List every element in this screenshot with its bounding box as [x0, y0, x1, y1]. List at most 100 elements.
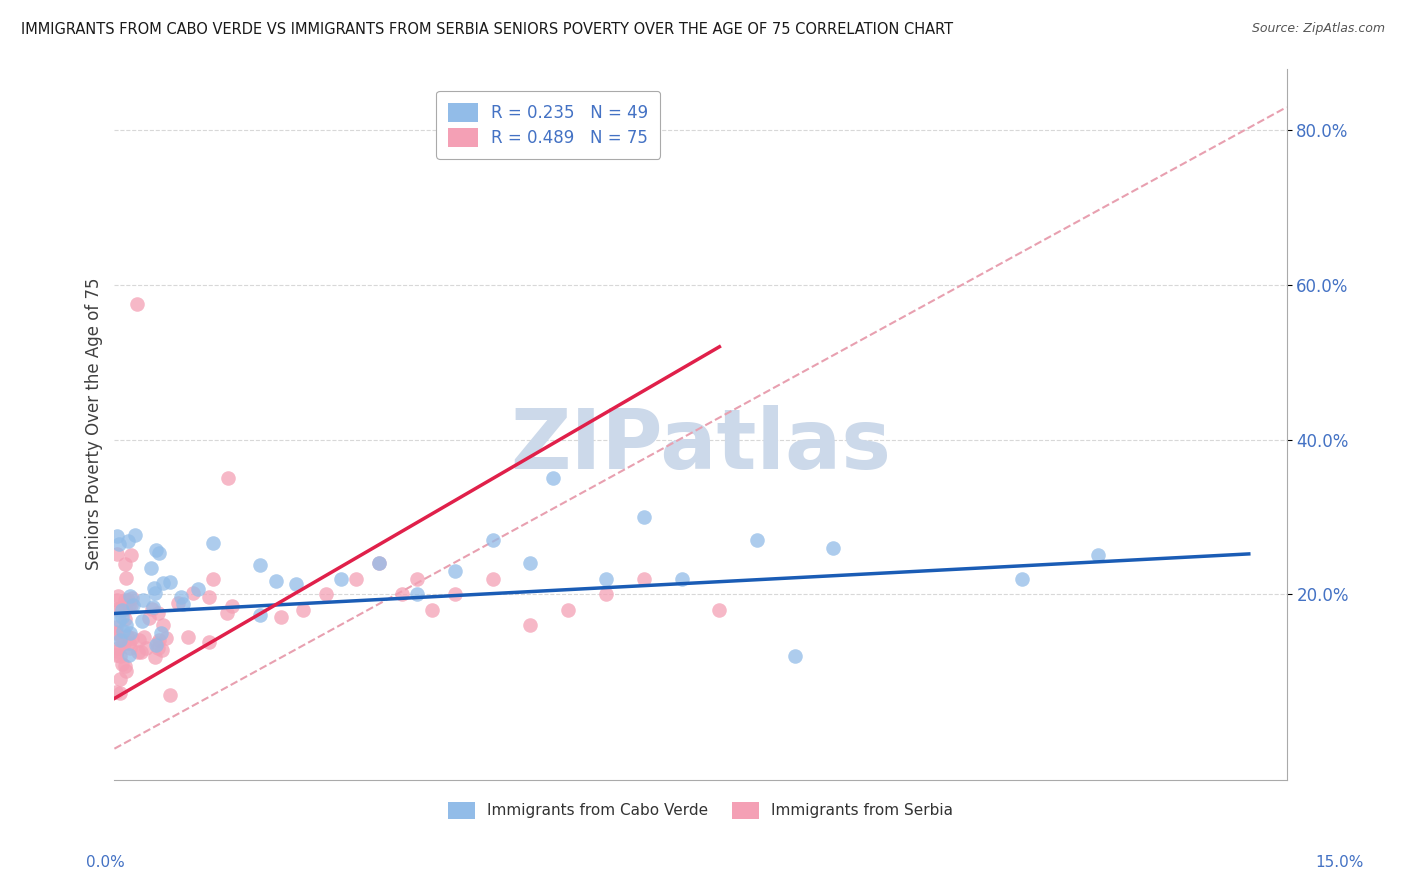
Point — [108, 613, 131, 627]
Point — [249, 558, 271, 572]
Point — [481, 533, 503, 547]
Y-axis label: Seniors Poverty Over the Age of 75: Seniors Poverty Over the Age of 75 — [86, 277, 103, 570]
Point — [120, 599, 142, 613]
Point — [105, 547, 128, 561]
Point — [146, 636, 169, 650]
Point — [135, 640, 157, 655]
Point — [145, 638, 167, 652]
Point — [124, 528, 146, 542]
Point — [111, 610, 134, 624]
Point — [114, 592, 136, 607]
Point — [709, 602, 731, 616]
Point — [152, 618, 174, 632]
Point — [181, 586, 204, 600]
Point — [112, 624, 135, 639]
Point — [198, 590, 221, 604]
Point — [747, 533, 769, 547]
Point — [595, 587, 617, 601]
Point — [368, 556, 391, 570]
Point — [201, 536, 224, 550]
Point — [114, 618, 136, 632]
Point — [107, 641, 129, 656]
Point — [1011, 572, 1033, 586]
Point — [198, 634, 221, 648]
Point — [406, 572, 429, 586]
Point — [217, 471, 239, 485]
Point — [221, 599, 243, 613]
Legend: Immigrants from Cabo Verde, Immigrants from Serbia: Immigrants from Cabo Verde, Immigrants f… — [441, 796, 959, 825]
Point — [172, 597, 194, 611]
Point — [107, 537, 129, 551]
Point — [138, 611, 160, 625]
Point — [443, 587, 465, 601]
Point — [122, 598, 145, 612]
Text: IMMIGRANTS FROM CABO VERDE VS IMMIGRANTS FROM SERBIA SENIORS POVERTY OVER THE AG: IMMIGRANTS FROM CABO VERDE VS IMMIGRANTS… — [21, 22, 953, 37]
Point — [519, 556, 541, 570]
Point — [139, 561, 162, 575]
Point — [132, 593, 155, 607]
Point — [406, 587, 429, 601]
Point — [443, 564, 465, 578]
Point — [150, 626, 173, 640]
Point — [104, 626, 127, 640]
Point — [249, 607, 271, 622]
Point — [344, 572, 367, 586]
Point — [143, 586, 166, 600]
Point — [146, 640, 169, 655]
Text: 0.0%: 0.0% — [86, 855, 125, 870]
Point — [110, 633, 132, 648]
Point — [266, 574, 288, 588]
Point — [114, 602, 136, 616]
Point — [115, 629, 138, 643]
Text: 15.0%: 15.0% — [1316, 855, 1364, 870]
Point — [368, 556, 391, 570]
Point — [155, 631, 177, 645]
Point — [270, 610, 292, 624]
Point — [111, 657, 134, 671]
Point — [201, 572, 224, 586]
Point — [420, 602, 443, 616]
Point — [391, 587, 413, 601]
Text: ZIPatlas: ZIPatlas — [510, 405, 891, 486]
Point — [557, 602, 579, 616]
Point — [108, 686, 131, 700]
Point — [541, 471, 564, 485]
Point — [292, 602, 315, 616]
Point — [121, 632, 143, 646]
Point — [141, 602, 163, 616]
Point — [177, 630, 200, 644]
Point — [783, 648, 806, 663]
Point — [595, 572, 617, 586]
Point — [118, 636, 141, 650]
Point — [284, 577, 307, 591]
Point — [118, 641, 141, 656]
Point — [142, 581, 165, 595]
Point — [104, 648, 127, 662]
Point — [633, 572, 655, 586]
Point — [131, 645, 153, 659]
Point — [104, 620, 127, 634]
Point — [127, 645, 149, 659]
Point — [105, 602, 128, 616]
Point — [821, 541, 844, 555]
Point — [105, 593, 128, 607]
Point — [152, 575, 174, 590]
Point — [671, 572, 693, 586]
Point — [110, 600, 132, 615]
Point — [117, 534, 139, 549]
Point — [105, 529, 128, 543]
Point — [215, 606, 238, 620]
Point — [118, 599, 141, 613]
Point — [111, 633, 134, 648]
Point — [114, 571, 136, 585]
Point — [159, 688, 181, 702]
Point — [114, 611, 136, 625]
Point — [150, 643, 173, 657]
Point — [111, 602, 134, 616]
Point — [117, 593, 139, 607]
Point — [187, 582, 209, 596]
Point — [148, 546, 170, 560]
Point — [128, 633, 150, 648]
Point — [143, 650, 166, 665]
Point — [104, 625, 127, 640]
